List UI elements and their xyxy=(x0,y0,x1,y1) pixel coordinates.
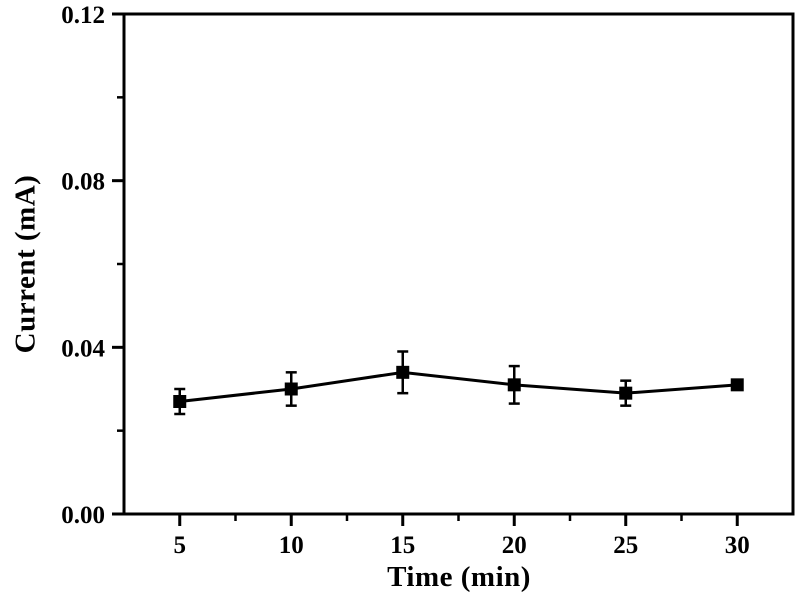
x-tick-label: 25 xyxy=(613,532,638,559)
data-point-marker xyxy=(619,386,633,400)
y-axis-title: Current (mA) xyxy=(9,174,42,354)
y-tick-label: 0.08 xyxy=(61,169,105,196)
y-axis: 0.00 0.04 0.08 0.12 xyxy=(61,2,124,529)
data-point-marker xyxy=(507,378,521,392)
data-point-marker xyxy=(173,395,187,408)
data-series xyxy=(173,350,744,416)
x-axis-title: Time (min) xyxy=(387,561,531,593)
x-tick-label: 10 xyxy=(279,532,304,559)
y-tick-label: 0.04 xyxy=(61,335,105,362)
x-tick-label: 15 xyxy=(390,532,415,559)
x-tick-label: 30 xyxy=(725,532,750,559)
x-axis: 5 10 15 20 25 30 xyxy=(174,514,750,559)
series-line xyxy=(179,370,738,403)
data-point-marker xyxy=(730,378,744,392)
y-tick-label: 0.00 xyxy=(61,502,105,529)
plot-border xyxy=(122,12,795,516)
y-tick-label: 0.12 xyxy=(61,2,105,29)
x-tick-label: 5 xyxy=(174,532,187,559)
x-tick-label: 20 xyxy=(502,532,527,559)
data-point-marker xyxy=(284,382,298,396)
data-point-marker xyxy=(396,365,410,379)
